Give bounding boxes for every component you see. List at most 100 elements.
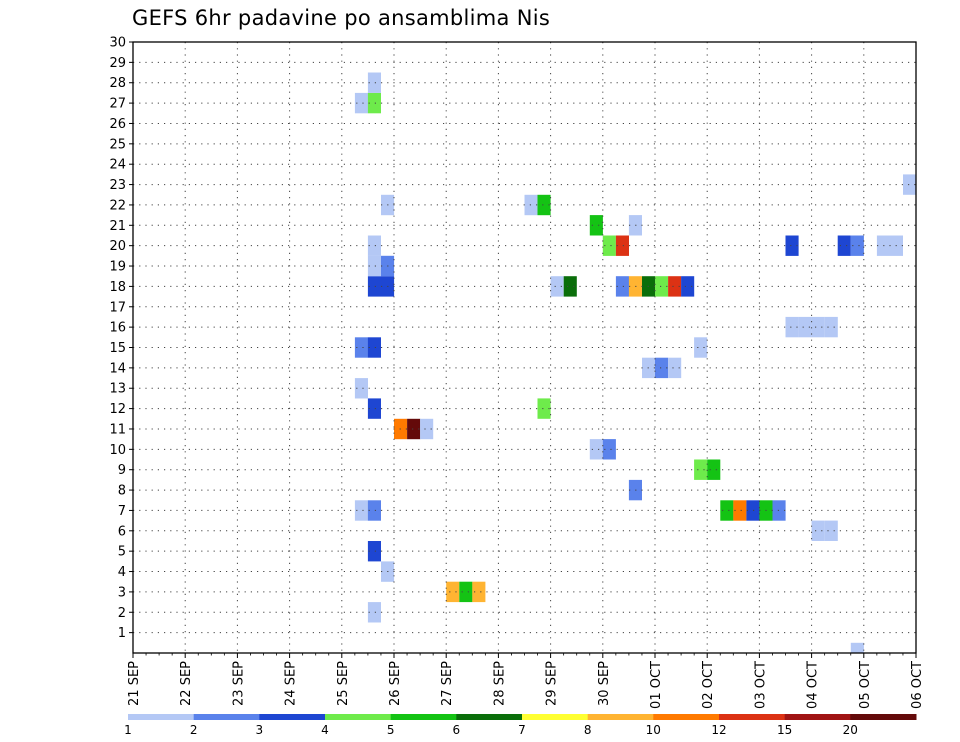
y-tick-label: 12 — [109, 402, 126, 417]
heatmap-cell — [420, 418, 434, 440]
heatmap-cell — [837, 235, 851, 256]
heatmap-cell — [367, 255, 381, 277]
y-axis: 1234567891011121314151617181920212223242… — [109, 36, 133, 641]
heatmap-cell — [589, 215, 603, 236]
colorbar-label: 1 — [124, 723, 132, 737]
y-tick-label: 28 — [109, 76, 126, 91]
y-tick-label: 6 — [118, 524, 126, 539]
chart-title: GEFS 6hr padavine po ansamblima Nis — [132, 6, 551, 30]
heatmap-cell — [367, 337, 381, 358]
colorbar-label: 7 — [518, 723, 526, 737]
heatmap-cell — [903, 174, 917, 195]
heatmap-cell — [446, 581, 460, 603]
colorbar-label: 8 — [584, 723, 592, 737]
y-tick-label: 25 — [109, 137, 126, 152]
y-tick-label: 26 — [109, 117, 126, 132]
x-axis: 21 SEP 22 SEP 23 SEP 24 SEP 25 SEP 26 SEP 27 S… — [127, 653, 925, 709]
y-tick-label: 24 — [109, 158, 126, 173]
y-tick-label: 19 — [109, 260, 126, 275]
x-tick-label: 29 SEP — [545, 661, 560, 706]
heatmap-cell — [354, 500, 368, 521]
y-tick-label: 23 — [109, 178, 126, 193]
heatmap-cell — [367, 72, 381, 93]
heatmap-cell — [367, 276, 381, 297]
grid-layer — [133, 42, 916, 653]
x-tick-label: 22 SEP — [179, 661, 194, 706]
heatmap-cell — [472, 581, 486, 603]
y-tick-label: 9 — [118, 463, 126, 478]
heatmap-cell — [602, 235, 616, 256]
colorbar-label: 12 — [711, 723, 726, 737]
x-tick-label: 21 SEP — [127, 661, 142, 706]
heatmap-cell — [655, 357, 669, 379]
heatmap-cell — [459, 581, 473, 603]
colorbar-swatch — [850, 714, 917, 720]
heatmap-cell — [824, 316, 838, 338]
colorbar-swatch — [128, 714, 195, 720]
heatmap-cell — [720, 500, 734, 521]
heatmap-cell — [537, 398, 551, 419]
heatmap-cell — [668, 276, 682, 297]
heatmap-cell — [655, 276, 669, 297]
heatmap-cell — [537, 194, 551, 216]
colorbar-label: 20 — [843, 723, 858, 737]
y-tick-label: 10 — [109, 443, 126, 458]
y-tick-label: 2 — [118, 606, 126, 621]
heatmap-cell — [785, 316, 799, 338]
x-tick-label: 27 SEP — [440, 661, 455, 706]
x-tick-label: 06 OCT — [910, 661, 925, 709]
y-tick-label: 20 — [109, 239, 126, 254]
heatmap-cell — [550, 276, 564, 297]
y-tick-label: 22 — [109, 198, 126, 213]
colorbar-swatch — [784, 714, 851, 720]
y-tick-label: 1 — [118, 626, 126, 641]
heatmap-cell — [367, 398, 381, 419]
y-tick-label: 27 — [109, 97, 126, 112]
x-tick-label: 01 OCT — [649, 661, 664, 709]
heatmap-cell — [668, 357, 682, 379]
heatmap-cell — [615, 276, 629, 297]
colorbar-swatch — [456, 714, 523, 720]
heatmap-cell — [785, 235, 799, 256]
y-tick-label: 29 — [109, 56, 126, 71]
heatmap-cell — [407, 418, 421, 440]
heatmap-cell — [850, 642, 864, 653]
heatmap-cell — [746, 500, 760, 521]
colorbar-swatch — [522, 714, 589, 720]
y-tick-label: 4 — [118, 565, 126, 580]
heatmap-cell — [615, 235, 629, 256]
heatmap-cell — [367, 235, 381, 256]
heatmap-cell — [811, 316, 825, 338]
colorbar-swatch — [653, 714, 720, 720]
heatmap-cell — [824, 520, 838, 541]
colorbar-label: 10 — [646, 723, 661, 737]
heatmap-cell — [798, 316, 812, 338]
colorbar-label: 2 — [190, 723, 198, 737]
x-tick-label: 30 SEP — [597, 661, 612, 706]
y-tick-label: 11 — [109, 422, 126, 437]
x-tick-label: 28 SEP — [492, 661, 507, 706]
heatmap-cell — [694, 459, 708, 480]
colorbar-swatch — [719, 714, 786, 720]
y-tick-label: 15 — [109, 341, 126, 356]
x-tick-label: 03 OCT — [753, 661, 768, 709]
heatmap-cell — [563, 276, 577, 297]
colorbar: 1 2 3 4 5 6 7 8 10 12 15 20 — [124, 714, 917, 737]
x-tick-label: 24 SEP — [284, 661, 299, 706]
colorbar-swatch — [193, 714, 260, 720]
y-tick-label: 7 — [118, 504, 126, 519]
y-tick-label: 21 — [109, 219, 126, 234]
y-tick-label: 14 — [109, 361, 126, 376]
heatmap-cell — [524, 194, 538, 216]
x-tick-label: 02 OCT — [701, 661, 716, 709]
cells-layer — [354, 72, 917, 653]
y-tick-label: 3 — [118, 585, 126, 600]
heatmap-cell — [367, 500, 381, 521]
heatmap-cell — [681, 276, 695, 297]
y-tick-label: 16 — [109, 321, 126, 336]
y-tick-label: 5 — [118, 545, 126, 560]
heatmap-cell — [707, 459, 721, 480]
x-tick-label: 26 SEP — [388, 661, 403, 706]
x-tick-label: 25 SEP — [336, 661, 351, 706]
